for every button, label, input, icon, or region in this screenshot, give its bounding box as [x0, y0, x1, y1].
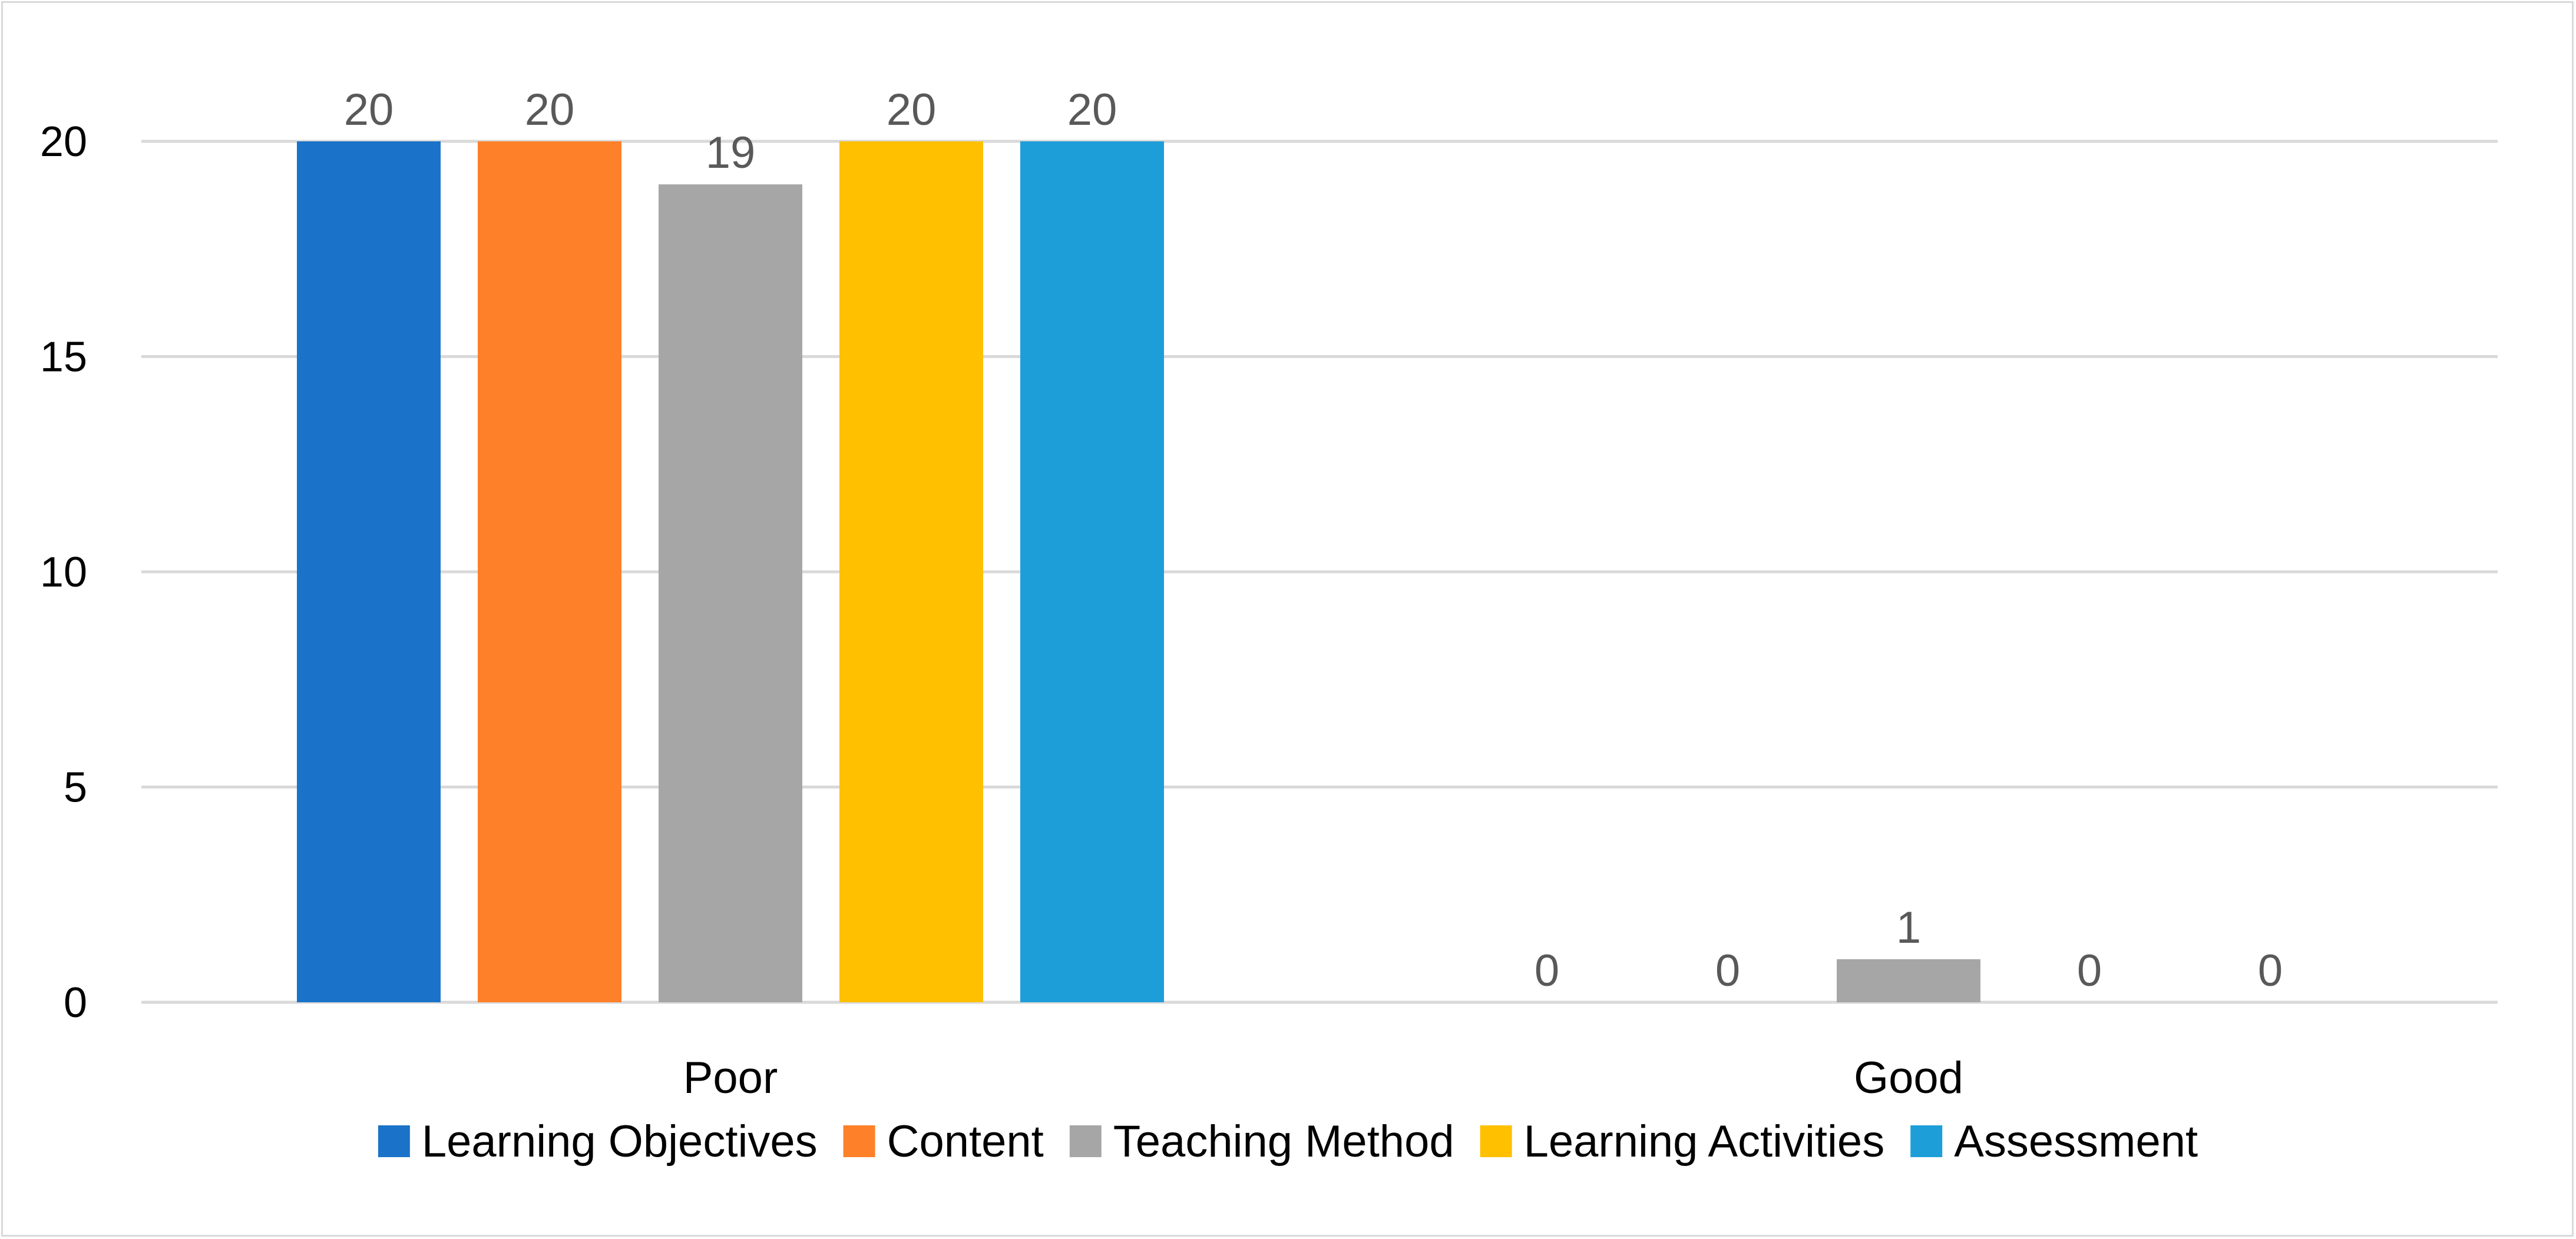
data-label: 20 — [525, 85, 575, 135]
y-tick-label: 10 — [40, 549, 87, 596]
legend-item-content: Content — [843, 1117, 1044, 1167]
bar-poor-content — [478, 141, 621, 1002]
bar-poor-assessment — [1020, 141, 1164, 1002]
legend-swatch — [843, 1125, 875, 1157]
bars — [297, 141, 1980, 1003]
legend-label: Teaching Method — [1113, 1117, 1454, 1167]
legend: Learning Objectives Content Teaching Metho… — [378, 1117, 2198, 1167]
legend-item-learning-objectives: Learning Objectives — [378, 1117, 818, 1167]
legend-label: Learning Activities — [1524, 1117, 1885, 1167]
legend-label: Assessment — [1954, 1117, 2198, 1167]
data-label: 0 — [2077, 946, 2102, 996]
data-label: 1 — [1896, 903, 1921, 953]
x-category-label-good: Good — [1854, 1053, 1963, 1103]
data-label: 0 — [1715, 946, 1740, 996]
legend-swatch — [378, 1125, 410, 1157]
data-labels: 20 20 19 20 20 0 0 1 0 0 — [344, 85, 2283, 996]
data-label: 20 — [887, 85, 937, 135]
x-category-label-poor: Poor — [683, 1053, 778, 1103]
y-tick-label: 5 — [64, 764, 87, 811]
y-tick-label: 15 — [40, 334, 87, 381]
data-label: 0 — [1535, 946, 1559, 996]
bar-poor-learning-activities — [839, 141, 983, 1002]
data-label: 19 — [706, 128, 756, 178]
y-axis-ticks: 0 5 10 15 20 — [40, 118, 87, 1026]
bar-good-teaching-method — [1837, 959, 1980, 1002]
data-label: 0 — [2258, 946, 2283, 996]
x-axis-categories: Poor Good — [683, 1053, 1963, 1103]
y-tick-label: 0 — [64, 979, 87, 1026]
data-label: 20 — [1067, 85, 1117, 135]
bar-poor-teaching-method — [659, 184, 802, 1003]
legend-swatch — [1910, 1125, 1943, 1157]
legend-label: Learning Objectives — [422, 1117, 818, 1167]
legend-item-assessment: Assessment — [1910, 1117, 2198, 1167]
legend-label: Content — [887, 1117, 1044, 1167]
legend-item-teaching-method: Teaching Method — [1069, 1117, 1454, 1167]
legend-swatch — [1480, 1125, 1512, 1157]
legend-swatch — [1069, 1125, 1102, 1157]
data-label: 20 — [344, 85, 394, 135]
bar-poor-learning-objectives — [297, 141, 441, 1002]
y-tick-label: 20 — [40, 118, 87, 165]
legend-item-learning-activities: Learning Activities — [1480, 1117, 1885, 1167]
